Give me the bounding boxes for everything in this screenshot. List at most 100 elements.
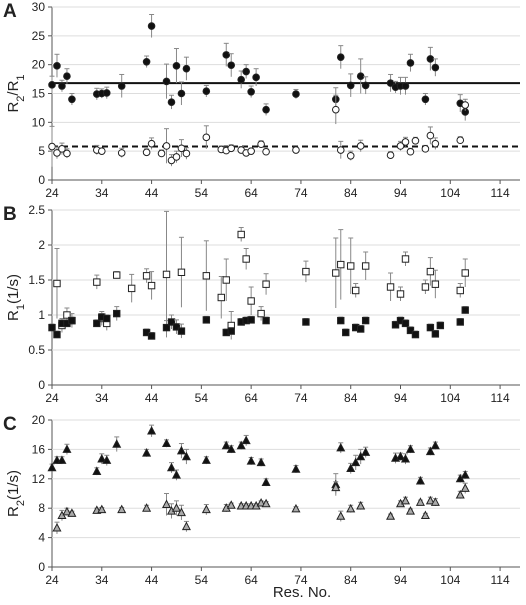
data-point-circle	[262, 147, 270, 156]
data-point-triangle	[400, 495, 411, 505]
x-tick-label: 44	[145, 186, 159, 200]
data-point-square	[431, 330, 440, 338]
data-point-circle	[431, 63, 440, 72]
x-tick-label: 24	[45, 391, 59, 405]
data-point-circle	[102, 89, 111, 97]
data-point-triangle	[425, 446, 435, 456]
data-point-circle	[63, 149, 71, 158]
data-point-square	[222, 276, 230, 284]
y-tick-label: 16	[32, 442, 46, 456]
data-point-triangle	[67, 508, 77, 517]
y-tick-label: 2.5	[28, 203, 45, 217]
data-point-square	[227, 327, 235, 335]
data-point-circle	[147, 22, 156, 30]
data-point-circle	[182, 64, 191, 73]
y-axis-label: R1(1/s)	[5, 274, 27, 321]
data-point-square	[93, 278, 101, 286]
data-point-circle	[58, 82, 66, 90]
data-point-triangle	[176, 445, 186, 455]
data-point-circle	[162, 77, 171, 86]
x-tick-label: 34	[95, 391, 109, 405]
y-tick-label: 20	[32, 413, 46, 427]
data-point-triangle	[420, 510, 430, 520]
data-point-triangle	[261, 477, 271, 486]
data-point-circle	[167, 98, 176, 106]
data-point-circle	[421, 95, 430, 104]
data-point-square	[93, 319, 101, 328]
data-point-square	[461, 306, 469, 314]
data-point-triangle	[256, 457, 266, 467]
data-point-square	[202, 272, 211, 280]
data-point-triangle	[241, 435, 251, 445]
data-point-triangle	[405, 506, 415, 515]
x-tick-label: 64	[244, 573, 258, 587]
data-point-square	[396, 290, 405, 298]
data-point-triangle	[171, 470, 181, 479]
x-tick-label: 84	[344, 186, 358, 200]
data-point-circle	[411, 136, 420, 145]
x-tick-label: 114	[491, 573, 510, 587]
data-point-circle	[292, 146, 300, 154]
data-point-square	[48, 323, 56, 332]
y-tick-label: 20	[32, 58, 46, 72]
data-point-circle	[162, 142, 171, 150]
panel-label: A	[3, 1, 17, 22]
data-point-circle	[222, 51, 231, 59]
data-point-square	[162, 323, 171, 332]
data-point-circle	[142, 57, 151, 66]
data-point-circle	[356, 142, 365, 150]
data-point-circle	[202, 133, 211, 142]
data-point-circle	[63, 72, 71, 80]
data-point-triangle	[415, 497, 425, 506]
data-point-triangle	[430, 497, 440, 506]
data-point-square	[247, 316, 255, 324]
y-tick-label: 25	[32, 29, 46, 43]
data-point-triangle	[226, 444, 236, 453]
data-point-triangle	[57, 455, 67, 464]
data-point-circle	[431, 139, 440, 148]
data-point-square	[431, 280, 440, 288]
data-point-triangle	[62, 506, 72, 516]
x-tick-label: 64	[244, 186, 258, 200]
data-point-square	[162, 270, 171, 279]
y-tick-label: 2	[38, 238, 45, 252]
y-tick-label: 1.5	[28, 273, 45, 287]
data-point-square	[247, 297, 255, 305]
data-point-circle	[386, 79, 395, 87]
data-point-square	[421, 283, 430, 291]
x-tick-label: 74	[294, 573, 308, 587]
data-point-triangle	[356, 451, 366, 461]
data-point-triangle	[336, 511, 346, 520]
y-tick-label: 0	[38, 173, 45, 187]
data-point-triangle	[291, 464, 301, 473]
data-point-square	[401, 255, 410, 263]
x-tick-label: 34	[95, 186, 109, 200]
data-point-triangle	[171, 503, 181, 512]
data-point-circle	[346, 81, 355, 90]
y-tick-label: 4	[38, 531, 45, 545]
y-tick-label: 5	[38, 144, 45, 158]
data-point-circle	[68, 95, 76, 104]
x-tick-label: 114	[491, 391, 510, 405]
panel-b-chart: B 0 0.5 1 1.5 2 2.5 24 34 44 54 64 74 84 94 104 114 R1(1/…	[3, 203, 520, 405]
data-point-circle	[227, 61, 236, 70]
x-tick-label: 64	[244, 391, 258, 405]
data-point-triangle	[261, 498, 271, 508]
data-point-square	[147, 332, 156, 340]
x-tick-label: 114	[491, 186, 510, 200]
x-tick-label: 74	[294, 186, 308, 200]
data-point-square	[461, 269, 469, 277]
data-point-triangle	[455, 489, 465, 499]
data-point-triangle	[430, 440, 440, 450]
data-point-circle	[346, 151, 355, 160]
data-point-triangle	[400, 453, 411, 463]
x-tick-label: 104	[440, 186, 460, 200]
data-point-square	[103, 314, 111, 323]
data-point-circle	[247, 147, 255, 155]
data-point-square	[217, 293, 225, 302]
data-point-triangle	[386, 511, 396, 520]
data-point-square	[262, 280, 270, 288]
x-tick-label: 84	[344, 391, 358, 405]
data-point-triangle	[161, 438, 172, 448]
data-point-circle	[97, 147, 106, 155]
